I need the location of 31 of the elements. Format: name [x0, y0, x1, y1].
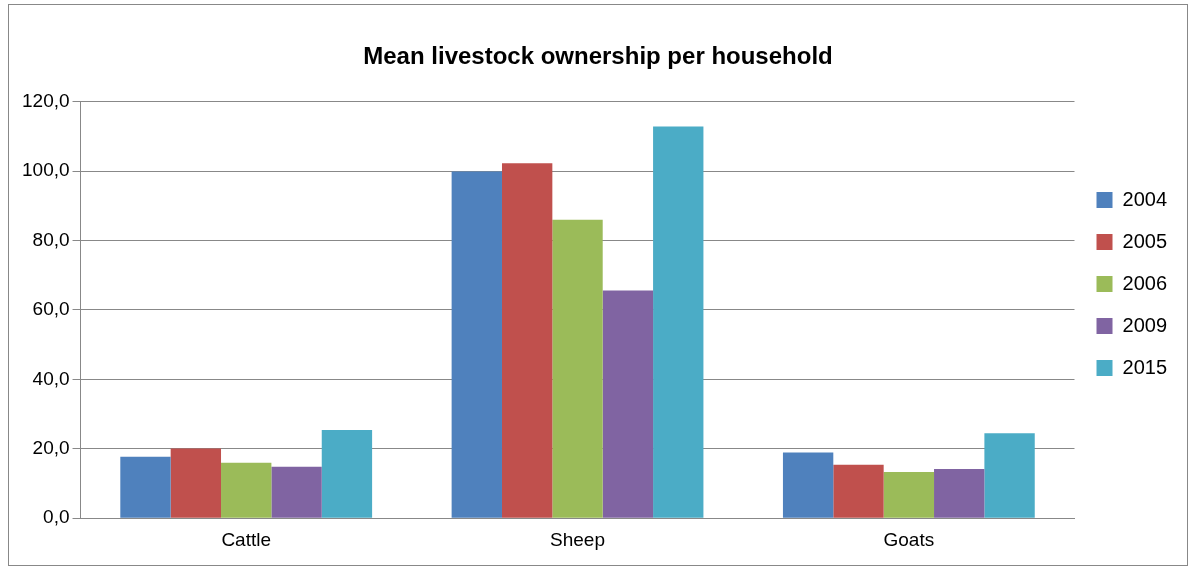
legend-label: 2006 [1122, 271, 1168, 294]
bar [653, 126, 704, 518]
y-tick-label: 20,0 [32, 437, 70, 459]
y-tick-label: 0,0 [43, 506, 70, 528]
bar [501, 163, 553, 518]
legend-label: 2005 [1122, 229, 1168, 252]
bar [782, 452, 834, 518]
bar [602, 290, 654, 518]
y-tick-label: 40,0 [32, 367, 70, 389]
y-tick-label: 60,0 [32, 298, 70, 320]
bar [833, 464, 884, 518]
bar [271, 466, 322, 518]
legend-label: 2009 [1122, 313, 1168, 336]
y-tick-label: 100,0 [22, 159, 70, 181]
bar [170, 448, 222, 518]
chart-title: Mean livestock ownership per household [363, 42, 833, 70]
x-tick-label: Cattle [221, 528, 272, 550]
legend-label: 2004 [1122, 187, 1168, 210]
bar [321, 430, 373, 518]
bar [984, 433, 1035, 518]
legend-label: 2015 [1122, 355, 1168, 378]
x-tick-label: Goats [883, 528, 935, 550]
y-tick-label: 120,0 [22, 90, 70, 112]
y-tick-label: 80,0 [32, 228, 70, 250]
bar [221, 462, 272, 518]
bar [883, 472, 935, 518]
bar [552, 219, 603, 518]
bar [120, 456, 171, 518]
bar [934, 468, 985, 518]
bar [451, 171, 502, 518]
x-tick-label: Sheep [550, 528, 605, 550]
